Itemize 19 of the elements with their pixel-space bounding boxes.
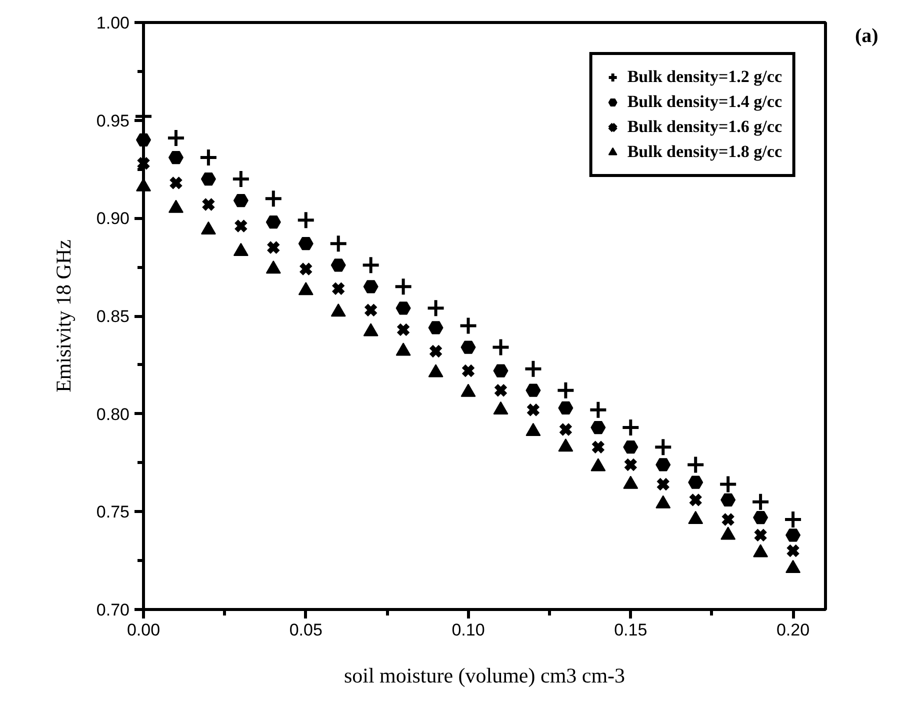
x-tick-label: 0.10 bbox=[452, 620, 485, 640]
y-tick-label: 0.80 bbox=[96, 404, 130, 424]
x-tick-label: 0.20 bbox=[776, 620, 810, 640]
text: (a) bbox=[855, 24, 878, 49]
legend-label: Bulk density=1.4 g/cc bbox=[627, 91, 782, 113]
y-tick-label: 0.75 bbox=[96, 502, 130, 522]
y-tick-label: 0.90 bbox=[96, 209, 130, 228]
x-axis-title: soil moisture (volume) cm3 cm-3 bbox=[344, 664, 626, 688]
x-tick-label: 0.15 bbox=[614, 620, 648, 640]
y-axis-title: Emisivity 18 GHz bbox=[51, 240, 76, 392]
legend-label: Bulk density=1.8 g/cc bbox=[627, 141, 782, 163]
y-tick-label: 0.95 bbox=[96, 111, 130, 130]
legend-label: Bulk density=1.6 g/cc bbox=[627, 116, 782, 138]
y-tick-label: 1.00 bbox=[96, 14, 130, 32]
x-tick-label: 0.00 bbox=[126, 620, 160, 640]
legend-label: Bulk density=1.2 g/cc bbox=[627, 66, 782, 88]
y-tick-label: 0.70 bbox=[96, 600, 130, 620]
y-tick-label: 0.85 bbox=[96, 307, 130, 326]
x-tick-label: 0.05 bbox=[289, 620, 322, 640]
